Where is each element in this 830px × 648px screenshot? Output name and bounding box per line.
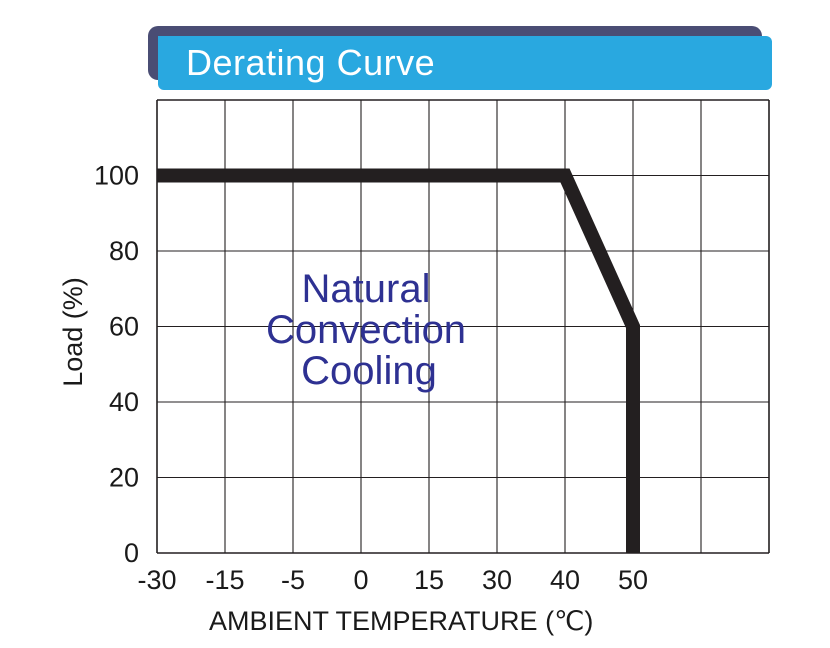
y-tick-label: 0 <box>124 538 139 568</box>
y-axis-unit: (%) <box>58 277 88 319</box>
y-axis-title: Load (%) <box>58 277 88 387</box>
x-axis-title: AMBIENT TEMPERATURE (℃) <box>209 606 593 636</box>
derating-curve-line <box>157 168 640 553</box>
x-axis-label: AMBIENT TEMPERATURE <box>209 606 538 636</box>
x-tick-label: 40 <box>550 565 580 595</box>
x-axis-unit: (℃) <box>545 606 593 636</box>
annotation-line-1: Natural <box>302 267 431 311</box>
y-tick-label: 60 <box>109 312 139 342</box>
svg-text:Load (%): Load (%) <box>58 277 88 387</box>
y-tick-label: 80 <box>109 236 139 266</box>
annotation-line-3: Cooling <box>301 349 437 393</box>
x-tick-label: 50 <box>618 565 648 595</box>
chart-title: Derating Curve <box>186 42 436 83</box>
x-tick-label: -5 <box>281 565 305 595</box>
x-tick-label: 0 <box>353 565 368 595</box>
x-tick-label: 30 <box>482 565 512 595</box>
annotation: Natural Convection Cooling <box>266 267 466 393</box>
x-tick-label: -30 <box>137 565 176 595</box>
y-axis-label: Load <box>58 327 88 387</box>
y-axis-ticks: 0 20 40 60 80 100 <box>94 161 139 569</box>
x-axis-ticks: -30 -15 -5 0 15 30 40 50 <box>137 565 648 595</box>
annotation-line-2: Convection <box>266 308 466 352</box>
title-banner: Derating Curve <box>158 36 772 90</box>
x-tick-label: -15 <box>205 565 244 595</box>
y-tick-label: 40 <box>109 387 139 417</box>
x-tick-label: 15 <box>414 565 444 595</box>
y-tick-label: 100 <box>94 161 139 191</box>
plot-area <box>157 168 640 553</box>
y-tick-label: 20 <box>109 463 139 493</box>
